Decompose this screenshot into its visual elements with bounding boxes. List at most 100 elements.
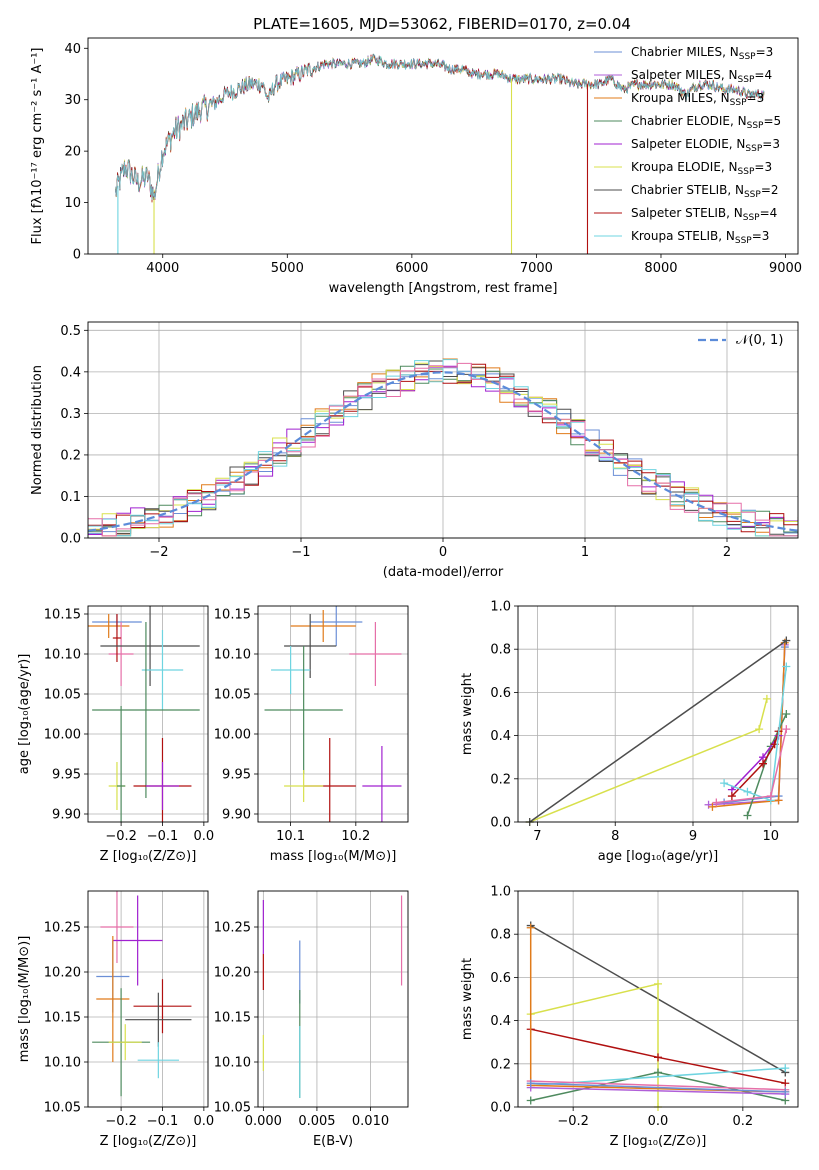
weight-line bbox=[731, 731, 780, 797]
plus-marker bbox=[762, 694, 771, 703]
legend-label-tail: =3 bbox=[762, 137, 780, 151]
plus-marker bbox=[654, 1053, 662, 1062]
x-axis-label: (data-model)/error bbox=[383, 565, 504, 580]
weight-line bbox=[530, 1080, 786, 1091]
panel-spectrum: 4000 5000 6000 7000 8000 9000 0 10 20 30 40 wavelen… bbox=[30, 37, 802, 296]
spectrum-line bbox=[115, 54, 765, 200]
x-tick-label: 4000 bbox=[146, 261, 179, 276]
x-tick-label: 0 bbox=[439, 545, 447, 560]
x-tick-label: 10.1 bbox=[276, 829, 305, 844]
legend-label-tail: =2 bbox=[761, 183, 779, 197]
x-tick-label: 0.0 bbox=[194, 1114, 215, 1129]
y-tick-label: 0.0 bbox=[490, 816, 511, 831]
y-tick-label: 9.90 bbox=[52, 808, 81, 823]
y-tick-label: 10.05 bbox=[214, 1101, 251, 1116]
y-tick-label: 0.5 bbox=[60, 324, 81, 339]
legend-label: Chabrier STELIB, NSSP=2 bbox=[631, 183, 779, 200]
x-tick-label: −2 bbox=[149, 545, 168, 560]
plus-marker bbox=[781, 1064, 790, 1073]
y-axis-label: Flux [fλ10⁻¹⁷ erg cm⁻² s⁻¹ A⁻¹] bbox=[30, 48, 45, 245]
legend-label-sub: SSP bbox=[739, 52, 756, 62]
legend-label-main: Kroupa STELIB, N bbox=[631, 229, 735, 243]
axes-frame bbox=[257, 605, 409, 823]
x-tick-label: 7000 bbox=[520, 261, 553, 276]
x-axis-label: Z [log₁₀(Z/Z⊙)] bbox=[100, 849, 197, 864]
y-tick-label: 9.95 bbox=[222, 768, 251, 783]
y-axis-label: Normed distribution bbox=[30, 365, 45, 495]
legend-label-sub: SSP bbox=[747, 121, 764, 131]
y-tick-label: 20 bbox=[64, 145, 81, 160]
y-tick-label: 0.4 bbox=[60, 365, 81, 380]
x-tick-label: 7 bbox=[533, 829, 541, 844]
panel-weight_vs_age: 7 8 9 10 0.0 0.2 0.4 0.6 0.8 1.0 age [log₁₀(age/yr… bbox=[460, 600, 799, 864]
x-tick-label: 0.0 bbox=[648, 1114, 669, 1129]
x-tick-label: 8 bbox=[611, 829, 619, 844]
weight-line bbox=[530, 1082, 786, 1093]
legend-label-tail: =3 bbox=[752, 229, 770, 243]
legend-label: Salpeter ELODIE, NSSP=3 bbox=[631, 137, 780, 154]
x-axis-label: E(B-V) bbox=[313, 1134, 353, 1149]
x-tick-label: 1 bbox=[581, 545, 589, 560]
x-tick-label: −0.2 bbox=[557, 1114, 589, 1129]
x-tick-label: −0.1 bbox=[147, 829, 179, 844]
y-tick-label: 0.6 bbox=[490, 686, 511, 701]
axes-frame bbox=[87, 890, 209, 1108]
panel-age_vs_z: −0.2 −0.1 0.0 9.90 9.95 10.00 10.05 10.10 10.15 Z… bbox=[17, 605, 214, 864]
plus-marker bbox=[526, 1079, 535, 1088]
x-tick-label: 9000 bbox=[769, 261, 802, 276]
y-tick-label: 10.10 bbox=[214, 648, 251, 663]
plus-marker bbox=[782, 636, 791, 645]
y-tick-label: 0.6 bbox=[490, 971, 511, 986]
y-tick-label: 10.10 bbox=[214, 1056, 251, 1071]
y-tick-label: 10.10 bbox=[44, 1056, 81, 1071]
legend-label: Kroupa ELODIE, NSSP=3 bbox=[631, 160, 772, 177]
plus-marker bbox=[720, 779, 729, 788]
y-tick-label: 10.25 bbox=[214, 921, 251, 936]
legend-label-main: Chabrier STELIB, N bbox=[631, 183, 744, 197]
plus-marker bbox=[743, 811, 752, 820]
y-tick-label: 10.05 bbox=[44, 688, 81, 703]
y-tick-label: 10.00 bbox=[214, 728, 251, 743]
legend-label-main: Chabrier ELODIE, N bbox=[631, 114, 747, 128]
legend-label: Kroupa STELIB, NSSP=3 bbox=[631, 229, 769, 246]
legend-label-tail: =3 bbox=[754, 160, 772, 174]
axes-frame bbox=[257, 890, 409, 1108]
x-tick-label: 0.010 bbox=[352, 1114, 389, 1129]
y-tick-label: 10 bbox=[64, 196, 81, 211]
plus-marker bbox=[727, 792, 736, 801]
x-tick-label: 5000 bbox=[271, 261, 304, 276]
panel-weight_vs_z: −0.2 0.0 0.2 0.0 0.2 0.4 0.6 0.8 1.0 Z [log₁₀(Z/Z… bbox=[460, 885, 799, 1149]
y-tick-label: 10.15 bbox=[214, 1011, 251, 1026]
panel-mass_vs_z: −0.2 −0.1 0.0 10.05 10.10 10.15 10.20 10.25 Z [l… bbox=[17, 890, 215, 1149]
legend-label-tail: =4 bbox=[760, 206, 778, 220]
legend-label-sub: SSP bbox=[738, 75, 755, 85]
y-tick-label: 10.15 bbox=[44, 1011, 81, 1026]
legend-label-sub: SSP bbox=[730, 98, 747, 108]
y-tick-label: 0.0 bbox=[490, 1101, 511, 1116]
legend-label: Salpeter STELIB, NSSP=4 bbox=[631, 206, 777, 223]
legend-label: Chabrier ELODIE, NSSP=5 bbox=[631, 114, 781, 131]
legend-label-main: Kroupa MILES, N bbox=[631, 91, 730, 105]
y-tick-label: 1.0 bbox=[490, 885, 511, 900]
plus-marker bbox=[781, 1087, 790, 1096]
y-tick-label: 0.8 bbox=[490, 928, 511, 943]
legend-label-main: Chabrier MILES, N bbox=[631, 45, 739, 59]
legend-label-main: Salpeter ELODIE, N bbox=[631, 137, 745, 151]
y-tick-label: 10.00 bbox=[44, 728, 81, 743]
y-tick-label: 10.25 bbox=[44, 921, 81, 936]
y-tick-label: 1.0 bbox=[490, 600, 511, 615]
x-tick-label: 8000 bbox=[644, 261, 677, 276]
weight-line bbox=[724, 646, 786, 804]
legend-label-main: Salpeter MILES, N bbox=[631, 68, 738, 82]
x-axis-label: wavelength [Angstrom, rest frame] bbox=[329, 281, 558, 296]
axes-frame bbox=[87, 37, 799, 255]
axes-frame bbox=[87, 605, 209, 823]
x-tick-label: 0.2 bbox=[733, 1114, 754, 1129]
histogram-step bbox=[88, 362, 798, 537]
y-tick-label: 0.0 bbox=[60, 532, 81, 547]
legend-label-sub: SSP bbox=[738, 167, 755, 177]
y-axis-label: age [log₁₀(age/yr)] bbox=[17, 654, 32, 775]
plus-marker bbox=[712, 798, 721, 807]
y-tick-label: 0.4 bbox=[490, 1014, 511, 1029]
x-axis-label: Z [log₁₀(Z/Z⊙)] bbox=[610, 1134, 707, 1149]
